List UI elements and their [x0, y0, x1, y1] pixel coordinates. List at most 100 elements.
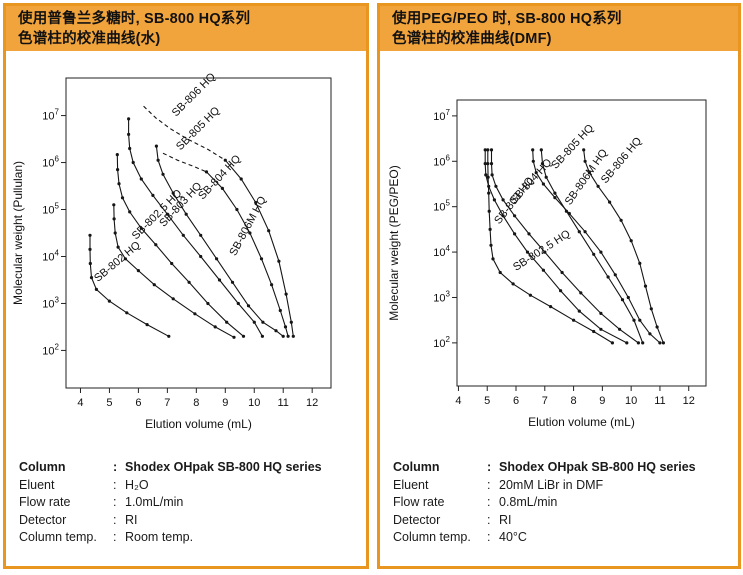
marker-sb-806m-hq: [261, 320, 265, 324]
marker-sb-803-hq: [513, 232, 517, 236]
condition-value: 0.8mL/min: [499, 495, 558, 509]
marker-sb-803-hq: [483, 148, 487, 152]
x-tick-label-4: 4: [77, 397, 83, 409]
marker-sb-806m-hq: [171, 191, 175, 195]
marker-sb-802-5-hq: [232, 335, 236, 339]
marker-sb-806-hq: [587, 171, 591, 175]
marker-sb-806m-hq: [215, 257, 219, 261]
marker-sb-806-hq: [289, 320, 293, 324]
marker-sb-802-5-hq: [572, 318, 576, 322]
condition-label: Flow rate: [19, 495, 71, 509]
marker-sb-805-hq: [648, 332, 652, 336]
marker-sb-804-hq: [618, 327, 622, 331]
marker-sb-805-hq: [599, 250, 603, 254]
condition-row-eluent: Eluent:20mM LiBr in DMF: [393, 477, 738, 495]
marker-sb-806m-hq: [154, 144, 158, 148]
panel-water-title-line2: 色谱柱的校准曲线(水): [18, 30, 161, 47]
x-tick-label-9: 9: [599, 395, 605, 407]
marker-sb-804-hq: [151, 193, 155, 197]
marker-sb-802-5-hq: [486, 148, 490, 152]
y-tick-label-1e5: 105: [433, 199, 450, 214]
marker-sb-806m-hq: [540, 162, 545, 166]
condition-label: Flow rate: [393, 495, 445, 509]
x-axis-title: Elution volume (mL): [528, 415, 635, 429]
marker-sb-804-hq: [527, 232, 531, 236]
condition-row-flow-rate: Flow rate:1.0mL/min: [19, 494, 366, 512]
y-tick-label-1e7: 107: [42, 108, 59, 123]
marker-sb-804-hq: [165, 212, 169, 216]
marker-sb-803-hq: [225, 320, 229, 324]
x-tick-label-10: 10: [625, 395, 637, 407]
condition-separator: :: [487, 477, 491, 492]
marker-sb-803-hq: [154, 243, 158, 247]
y-axis-title: Molecular weight (PEG/PEO): [387, 165, 401, 320]
marker-sb-803-hq: [187, 280, 191, 284]
marker-sb-803-hq: [206, 301, 210, 306]
x-tick-label-11: 11: [654, 395, 665, 407]
condition-row-column: Column: Shodex OHpak SB-800 HQ series: [19, 459, 366, 477]
curve-sb-806-hq: [224, 159, 294, 337]
condition-separator: :: [113, 495, 117, 509]
x-tick-label-10: 10: [248, 397, 260, 409]
condition-separator: :: [487, 530, 491, 544]
curve-sb-806m-hq: [155, 146, 284, 337]
marker-sb-803-hq: [599, 327, 603, 331]
y-tick-label-1e3: 103: [433, 289, 450, 304]
curve-label-sb-802-5-hq: SB-802.5 HQ: [511, 228, 573, 274]
marker-sb-802-5-hq: [116, 245, 120, 249]
marker-sb-802-5-hq: [112, 203, 116, 207]
marker-sb-805-hq: [248, 231, 252, 235]
marker-sb-803-hq: [128, 210, 132, 214]
y-axis-title: Molecular weight (Pullulan): [11, 161, 25, 305]
marker-sb-804-hq: [199, 254, 203, 259]
marker-sb-803-hq: [241, 334, 246, 338]
marker-sb-804-hq: [127, 132, 131, 136]
condition-value: RI: [125, 512, 138, 527]
marker-sb-806-hq: [661, 341, 665, 345]
marker-sb-804-hq: [513, 214, 517, 218]
marker-sb-806-hq: [619, 218, 623, 222]
calibration-chart-water: 4 5 6 7 8 9 10 11 12 107 106 105 104 103 102 Elution vo…: [11, 71, 332, 431]
marker-sb-804-hq: [128, 146, 132, 151]
marker-sb-803-hq: [115, 153, 119, 157]
x-tick-label-7: 7: [542, 395, 548, 407]
x-tick-label-9: 9: [222, 397, 228, 409]
marker-sb-802-5-hq: [528, 293, 532, 297]
marker-sb-806m-hq: [544, 175, 548, 179]
marker-sb-805-hq: [531, 159, 535, 163]
panel-dmf: 使用PEG/PEO 时, SB-800 HQ系列 色谱柱的校准曲线(DMF) 4…: [377, 3, 741, 569]
marker-sb-802-5-hq: [487, 209, 491, 213]
marker-sb-803-hq: [120, 196, 125, 200]
condition-label: Column: [393, 460, 440, 474]
marker-sb-803-hq: [501, 214, 505, 218]
marker-sb-803-hq: [484, 173, 488, 177]
marker-sb-804-hq: [501, 198, 505, 202]
marker-sb-803-hq: [525, 250, 530, 254]
marker-sb-803-hq: [577, 309, 581, 313]
marker-sb-802-hq: [145, 323, 149, 327]
marker-sb-803-hq: [170, 261, 174, 266]
marker-sb-802-5-hq: [511, 282, 515, 286]
marker-sb-806m-hq: [274, 329, 278, 333]
marker-sb-806m-hq: [161, 172, 165, 176]
marker-sb-805-hq: [283, 325, 288, 329]
marker-sb-806m-hq: [632, 318, 636, 322]
x-tick-label-12: 12: [683, 395, 695, 407]
condition-value: Shodex OHpak SB-800 HQ series: [125, 460, 322, 474]
marker-sb-805-hq: [613, 273, 617, 277]
x-tick-label-8: 8: [193, 397, 199, 409]
marker-sb-802-hq: [167, 334, 171, 338]
marker-sb-804-hq: [131, 160, 135, 165]
condition-row-column-temp-: Column temp.: Room temp.: [19, 529, 366, 547]
marker-sb-802-hq: [88, 233, 92, 237]
marker-sb-806m-hq: [577, 230, 581, 234]
marker-sb-802-5-hq: [549, 305, 553, 309]
curve-sb-806-hq: [583, 149, 664, 344]
marker-sb-804-hq: [217, 278, 222, 282]
marker-sb-802-5-hq: [152, 283, 156, 287]
condition-row-eluent: Eluent: H₂O: [19, 477, 366, 495]
marker-sb-802-5-hq: [123, 257, 127, 261]
marker-sb-806-hq: [239, 177, 243, 181]
condition-row-column: Column: Shodex OHpak SB-800 HQ series: [393, 459, 738, 477]
